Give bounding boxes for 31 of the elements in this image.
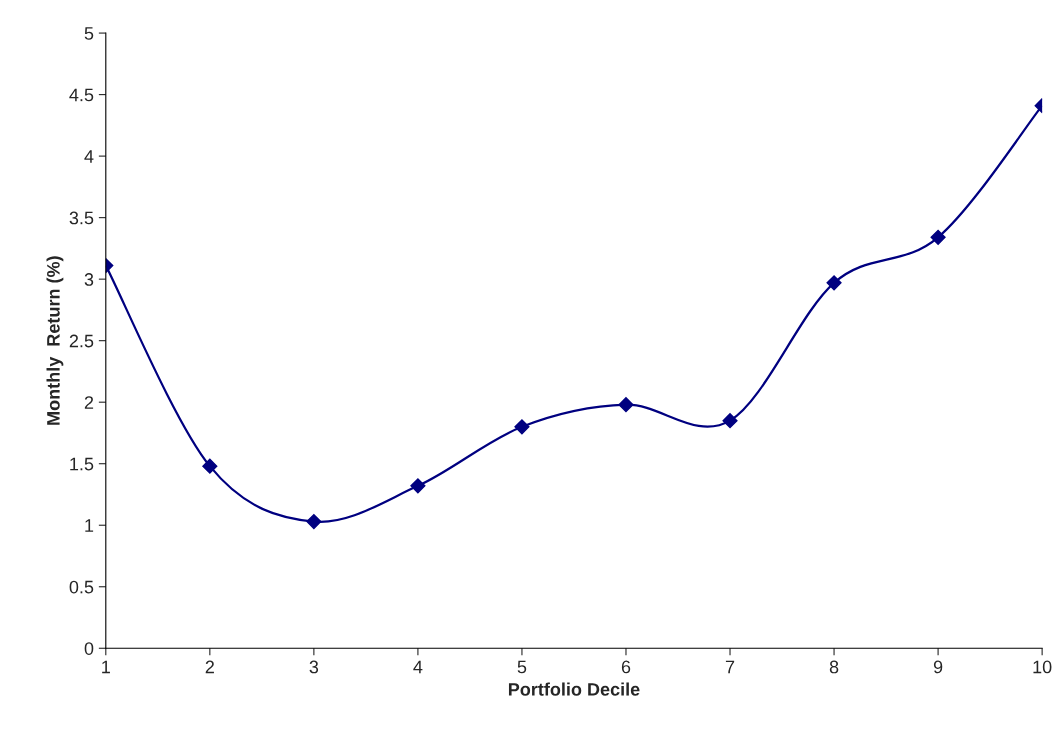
x-tick-label: 6 xyxy=(621,660,631,674)
y-tick-label: 2 xyxy=(84,396,94,409)
point xyxy=(410,478,426,494)
x-axis-title: Portfolio Decile xyxy=(508,682,640,696)
y-tick-label: 0 xyxy=(84,642,94,655)
x-tick-label: 3 xyxy=(309,660,319,674)
y-tick-label: 4 xyxy=(84,150,94,163)
x-tick-label: 2 xyxy=(205,660,214,674)
x-tick-label: 10 xyxy=(1033,660,1052,674)
point xyxy=(618,397,634,413)
y-tick-label: 3.5 xyxy=(69,211,94,225)
x-tick-label: 4 xyxy=(413,660,423,674)
x-tick-label: 7 xyxy=(725,660,735,674)
y-axis-title: Monthly Return (%) xyxy=(46,256,64,425)
point xyxy=(722,413,738,429)
x-tick-label: 8 xyxy=(829,660,839,674)
y-tick-label: 2.5 xyxy=(69,334,94,348)
y-tick-label: 1 xyxy=(85,519,94,532)
x-tick-label: 9 xyxy=(933,660,943,674)
y-tick-label: 1.5 xyxy=(70,457,94,471)
y-tick-label: 5 xyxy=(84,27,94,40)
x-tick-label: 1 xyxy=(102,660,110,674)
point xyxy=(514,419,530,435)
point xyxy=(306,513,322,530)
x-tick-label: 5 xyxy=(517,660,527,674)
y-tick-label: 4.5 xyxy=(69,88,94,102)
y-tick-label: 3 xyxy=(84,273,94,286)
point xyxy=(202,458,218,474)
point xyxy=(930,229,946,245)
point xyxy=(826,275,842,291)
y-tick-label: 0.5 xyxy=(69,580,94,594)
